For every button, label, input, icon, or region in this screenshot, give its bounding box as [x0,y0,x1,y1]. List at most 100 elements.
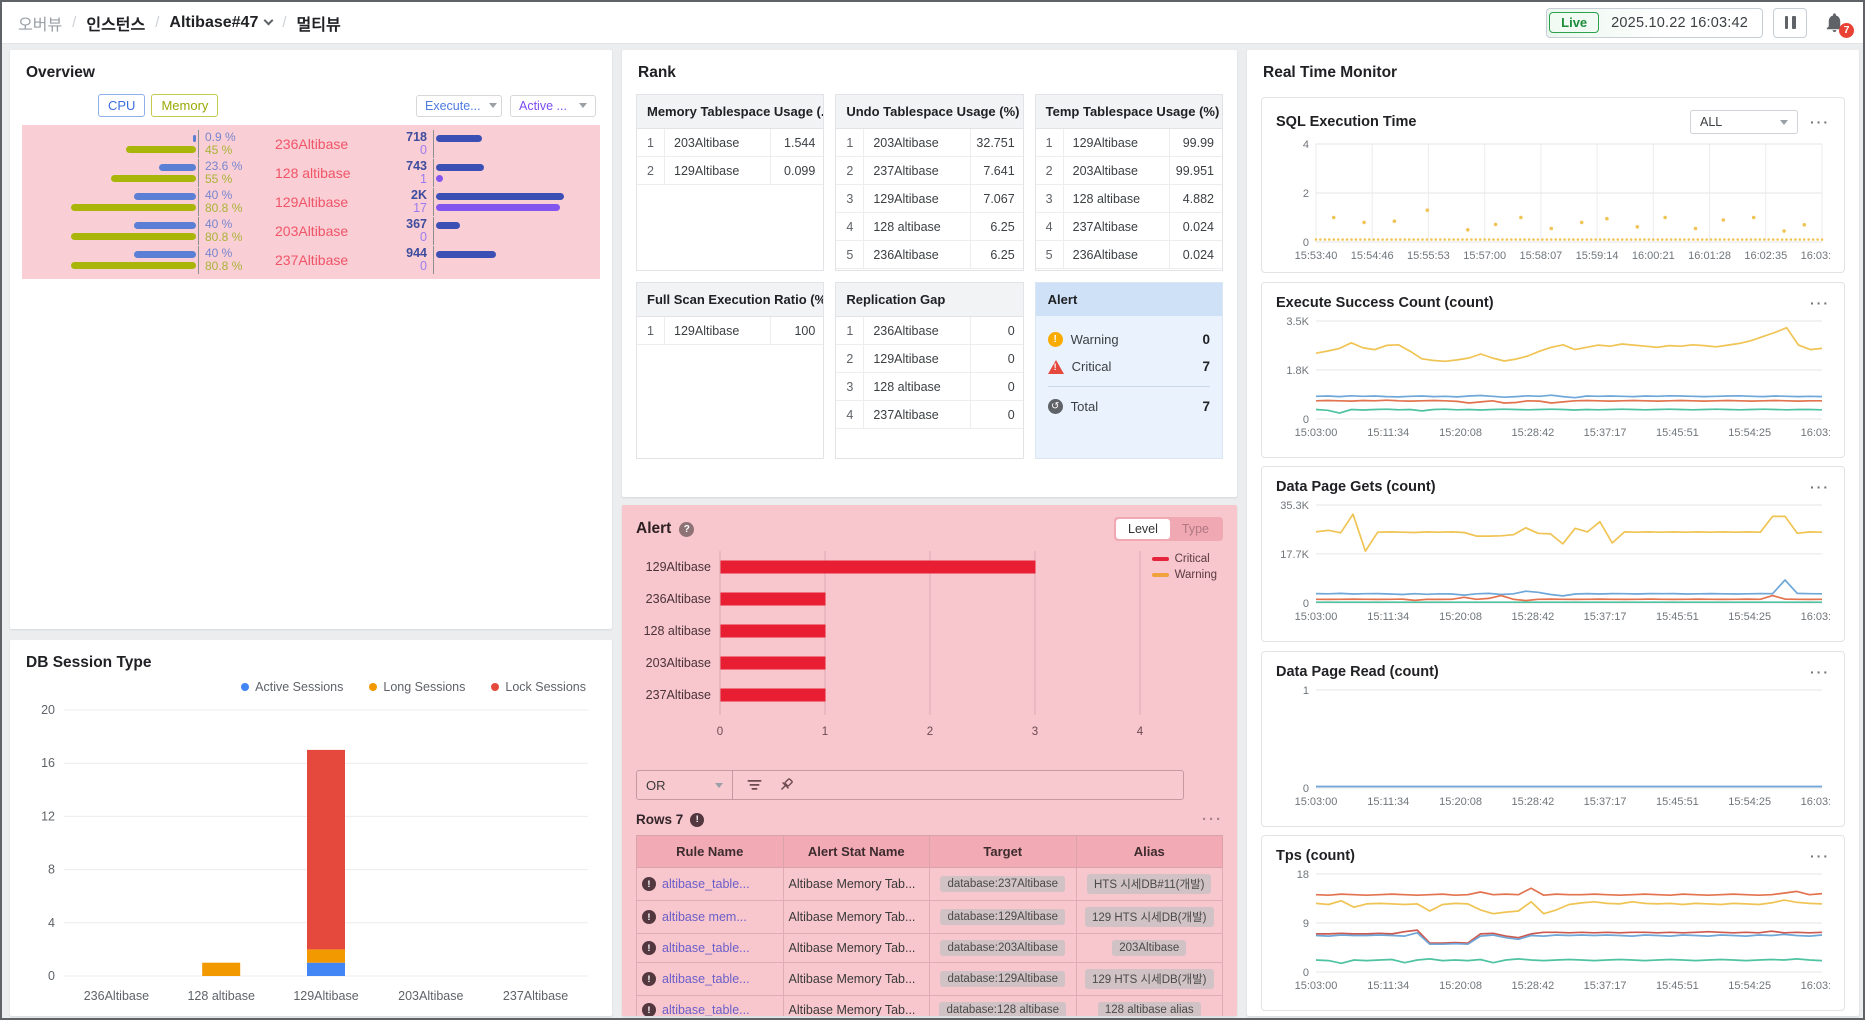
toggle-level[interactable]: Level [1116,519,1170,539]
instance-name[interactable]: 236Altibase [275,135,349,152]
alert-target: database:203Altibase [929,933,1077,963]
rank-row[interactable]: 2 203Altibase 99.951 [1035,157,1222,185]
rule-name-link[interactable]: altibase mem... [662,910,747,924]
rank-row[interactable]: 4 237Altibase 0 [836,401,1023,429]
rank-row[interactable]: 1 129Altibase 100 [637,317,824,345]
svg-text:15:54:25: 15:54:25 [1728,980,1771,992]
svg-text:15:37:17: 15:37:17 [1584,796,1627,808]
table-column-header[interactable]: Rule Name [636,835,784,868]
alert-rule-icon: ! [642,877,656,891]
rank-row[interactable]: 1 129Altibase 99.99 [1035,129,1222,157]
rank-row[interactable]: 4 128 altibase 6.25 [836,213,1023,241]
svg-text:15:20:08: 15:20:08 [1439,980,1482,992]
svg-text:4: 4 [48,916,55,930]
breadcrumb-instance-selector[interactable]: Altibase#47 [169,14,274,32]
legend-item[interactable]: Warning [1151,569,1217,581]
rank-row[interactable]: 2 237Altibase 7.641 [836,157,1023,185]
instance-name[interactable]: 237Altibase [275,252,349,269]
rank-row[interactable]: 5 236Altibase 6.25 [836,241,1023,269]
rank-row[interactable]: 2 129Altibase 0 [836,345,1023,373]
alert-filter-bar[interactable]: OR [636,770,1184,800]
svg-text:15:37:17: 15:37:17 [1584,980,1627,992]
rule-name-link[interactable]: altibase_table... [662,941,750,955]
memory-toggle-button[interactable]: Memory [151,94,219,117]
table-column-header[interactable]: Target [929,835,1077,868]
execute-active-bars [434,163,592,182]
legend-item[interactable]: Long Sessions [369,680,465,694]
instance-name[interactable]: 128 altibase [275,164,351,181]
rtm-chart-card: Tps (count) ··· 0 9 18 15:03:00 15:11:34 15:2… [1261,835,1845,1011]
svg-text:15:45:51: 15:45:51 [1656,796,1699,808]
alert-stat-name: Altibase Memory Tab... [782,995,930,1016]
svg-text:128 altibase: 128 altibase [644,624,711,638]
instance-filter-dropdown[interactable]: ALL [1690,110,1798,134]
breadcrumb-multiview[interactable]: 멀티뷰 [296,16,341,34]
chart-menu-button[interactable]: ··· [1810,479,1830,495]
execute-metric-dropdown[interactable]: Execute... [416,94,502,117]
bell-icon [1826,12,1843,32]
svg-text:15:28:42: 15:28:42 [1511,796,1554,808]
notifications-button[interactable]: 7 [1823,11,1854,38]
pause-button[interactable] [1773,7,1807,38]
svg-text:203Altibase: 203Altibase [398,989,463,1003]
table-column-header[interactable]: Alert Stat Name [782,835,930,868]
legend-item[interactable]: Critical [1151,553,1217,565]
chart-plot: 0 1 15:03:00 15:11:34 15:20:08 15:28:42 15:37:… [1274,682,1844,815]
svg-text:0: 0 [1303,783,1309,795]
rank-row[interactable]: 1 203Altibase 1.544 [637,129,824,157]
breadcrumb-instance[interactable]: 인스턴스 [86,16,146,34]
legend-item[interactable]: Lock Sessions [491,680,586,694]
rank-row[interactable]: 1 236Altibase 0 [836,317,1023,345]
cpu-toggle-button[interactable]: CPU [98,94,146,117]
chart-menu-button[interactable]: ··· [1810,114,1830,130]
help-icon[interactable]: ? [679,521,695,537]
rank-row[interactable]: 1 203Altibase 32.751 [836,129,1023,157]
overview-row: 40 % 80.8 % 203Altibase 367 0 [30,217,592,246]
cpu-memory-values: 40 % 80.8 % [205,246,243,274]
alert-stat-name: Altibase Memory Tab... [782,900,930,934]
overview-title: Overview [26,64,95,81]
instance-name[interactable]: 203Altibase [275,223,349,240]
svg-text:15:54:46: 15:54:46 [1351,250,1394,262]
table-menu-button[interactable]: ··· [1202,811,1223,828]
rank-card: Memory Tablespace Usage (... 1 203Altibas… [636,94,825,271]
info-icon[interactable]: ! [690,812,705,827]
rank-row[interactable]: 3 129Altibase 7.067 [836,185,1023,213]
chart-menu-button[interactable]: ··· [1810,294,1830,311]
chevron-down-icon [1780,119,1788,125]
total-icon: ↺ [1047,399,1063,414]
alert-rule-icon: ! [642,972,656,986]
execute-bar [436,251,497,259]
rule-name-link[interactable]: altibase_table... [662,972,750,986]
chart-menu-button[interactable]: ··· [1810,848,1830,864]
table-column-header[interactable]: Alias [1075,835,1223,868]
rank-row[interactable]: 5 236Altibase 0.024 [1035,241,1222,269]
rank-row[interactable]: 3 128 altibase 4.882 [1035,185,1222,213]
execute-active-bars [434,134,592,153]
svg-text:9: 9 [1303,918,1309,930]
svg-text:15:45:51: 15:45:51 [1656,980,1699,992]
svg-text:15:54:25: 15:54:25 [1728,611,1771,623]
active-metric-dropdown[interactable]: Active ... [510,94,596,117]
legend-item[interactable]: Active Sessions [241,680,343,694]
pin-icon[interactable] [778,777,794,793]
rank-row[interactable]: 4 237Altibase 0.024 [1035,213,1222,241]
chevron-down-icon [263,15,274,26]
instance-name[interactable]: 129Altibase [275,193,349,210]
active-bar [436,174,444,182]
chart-title: SQL Execution Time [1276,114,1417,130]
filter-operator-dropdown[interactable]: OR [637,771,733,799]
cpu-bar [134,251,196,259]
rule-name-link[interactable]: altibase_table... [662,1003,750,1016]
cpu-memory-bars [30,222,198,241]
rank-title: Rank [638,64,676,81]
rank-row[interactable]: 3 128 altibase 0 [836,373,1023,401]
svg-text:0: 0 [1303,967,1309,979]
rank-row[interactable]: 2 129Altibase 0.099 [637,157,824,185]
cpu-memory-bars [30,163,198,182]
toggle-type[interactable]: Type [1181,522,1209,536]
filter-icon[interactable] [746,778,763,792]
breadcrumb-overview[interactable]: 오버뷰 [18,16,63,34]
rule-name-link[interactable]: altibase_table... [662,877,750,891]
chart-menu-button[interactable]: ··· [1810,663,1830,680]
